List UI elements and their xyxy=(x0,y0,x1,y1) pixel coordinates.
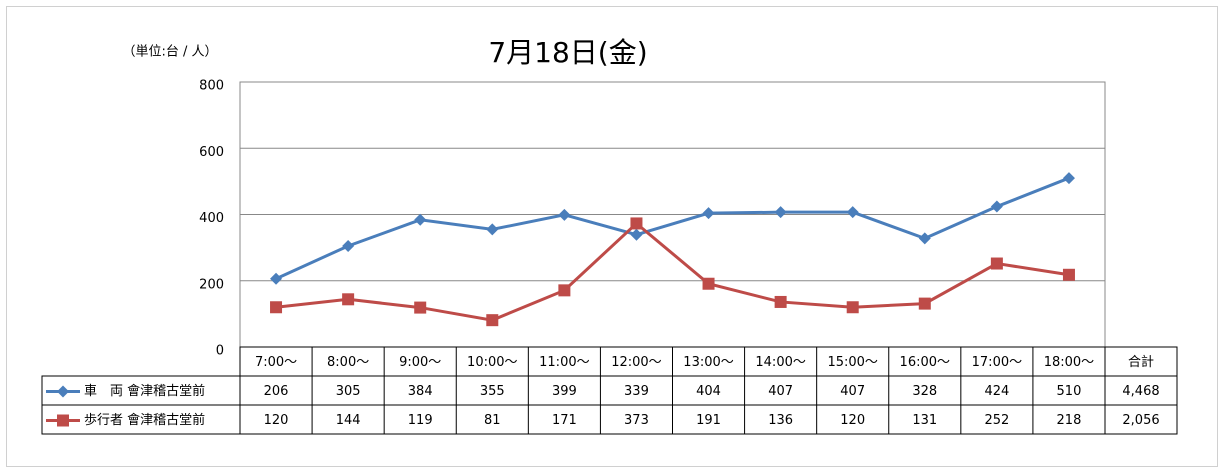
series-line xyxy=(275,176,1070,281)
marker xyxy=(774,295,787,308)
x-tick-label: 12:00〜 xyxy=(611,355,661,370)
unit-label: （単位:台 / 人） xyxy=(122,44,217,60)
table-value: 171 xyxy=(552,413,577,428)
marker xyxy=(702,277,715,290)
table-value: 191 xyxy=(696,413,721,428)
y-tick-label: 0 xyxy=(216,344,224,359)
x-tick-label: 17:00〜 xyxy=(972,355,1022,370)
chart-title: 7月18日(金) xyxy=(488,36,647,69)
y-tick-label: 800 xyxy=(199,79,224,94)
x-tick-label: 18:00〜 xyxy=(1044,355,1094,370)
total-header: 合計 xyxy=(1128,354,1154,370)
x-tick-label: 16:00〜 xyxy=(900,355,950,370)
table-value: 384 xyxy=(408,384,433,399)
marker xyxy=(630,228,643,241)
table-value: 131 xyxy=(912,413,937,428)
table-value: 305 xyxy=(336,384,361,399)
chart-border xyxy=(6,6,1218,467)
table-value: 404 xyxy=(696,384,721,399)
y-tick-label: 600 xyxy=(199,145,224,160)
marker xyxy=(414,301,427,314)
table-value: 120 xyxy=(264,413,289,428)
marker xyxy=(414,213,427,226)
marker xyxy=(1062,172,1075,185)
legend-marker xyxy=(57,414,69,427)
x-tick-label: 7:00〜 xyxy=(255,355,297,370)
table-value: 252 xyxy=(984,413,1009,428)
marker xyxy=(1062,268,1075,281)
table-value: 81 xyxy=(484,413,501,428)
table-value: 373 xyxy=(624,413,649,428)
marker xyxy=(486,314,499,327)
marker xyxy=(558,208,571,221)
table-total: 2,056 xyxy=(1122,413,1159,428)
marker xyxy=(342,293,355,306)
table-value: 510 xyxy=(1057,384,1082,399)
table-value: 328 xyxy=(912,384,937,399)
marker xyxy=(270,301,283,314)
marker xyxy=(342,239,355,252)
y-tick-label: 400 xyxy=(199,211,224,226)
series-line xyxy=(275,221,1070,322)
marker xyxy=(846,301,859,314)
marker xyxy=(990,200,1003,213)
table-value: 119 xyxy=(408,413,433,428)
table-value: 144 xyxy=(336,413,361,428)
x-tick-label: 10:00〜 xyxy=(467,355,517,370)
table-value: 218 xyxy=(1057,413,1082,428)
table-value: 407 xyxy=(768,384,793,399)
marker xyxy=(918,297,931,310)
table-value: 399 xyxy=(552,384,577,399)
table-value: 136 xyxy=(768,413,793,428)
table-value: 355 xyxy=(480,384,505,399)
table-total: 4,468 xyxy=(1122,384,1159,399)
marker xyxy=(270,272,283,285)
x-tick-label: 11:00〜 xyxy=(539,355,589,370)
x-tick-label: 14:00〜 xyxy=(755,355,805,370)
marker xyxy=(630,217,643,230)
table-value: 407 xyxy=(840,384,865,399)
legend-label: 歩行者 會津稽古堂前 xyxy=(84,412,205,428)
legend-marker xyxy=(57,385,69,398)
marker xyxy=(486,223,499,236)
marker xyxy=(774,206,787,219)
marker xyxy=(702,207,715,220)
y-tick-label: 200 xyxy=(199,277,224,292)
table-value: 120 xyxy=(840,413,865,428)
marker xyxy=(990,257,1003,270)
x-tick-label: 9:00〜 xyxy=(399,355,441,370)
x-tick-label: 13:00〜 xyxy=(683,355,733,370)
marker xyxy=(918,232,931,245)
x-tick-label: 15:00〜 xyxy=(827,355,877,370)
table-value: 339 xyxy=(624,384,649,399)
legend-label: 車 両 會津稽古堂前 xyxy=(84,383,205,399)
marker xyxy=(558,284,571,297)
table-value: 424 xyxy=(984,384,1009,399)
x-tick-label: 8:00〜 xyxy=(327,355,369,370)
table-value: 206 xyxy=(264,384,289,399)
marker xyxy=(846,206,859,219)
